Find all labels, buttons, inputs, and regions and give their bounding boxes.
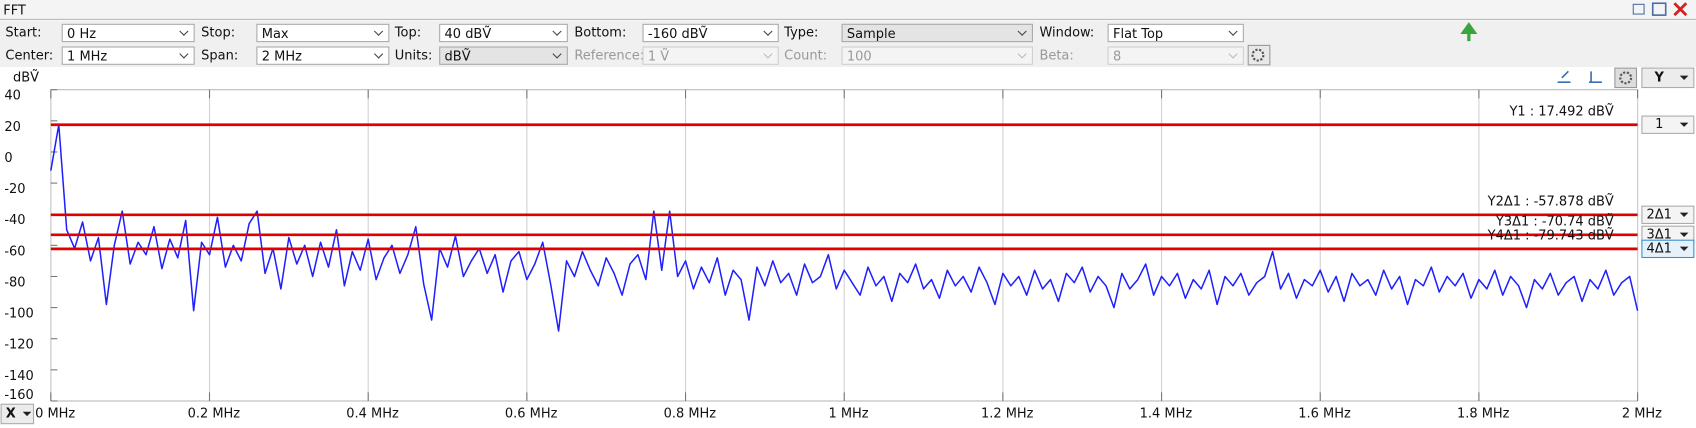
window-title: FFT — [3, 3, 26, 18]
x-tick-label: 0.2 MHz — [188, 406, 241, 421]
dropdown[interactable]: Max — [256, 23, 390, 43]
y-tick-label: -160 — [4, 388, 33, 403]
settings-icon[interactable] — [1619, 71, 1633, 85]
x-tick-label: 1.6 MHz — [1298, 406, 1351, 421]
dropdown[interactable]: -160 dBṼ — [642, 23, 779, 43]
field-label: Type: — [784, 24, 819, 40]
y-tick-label: -80 — [4, 275, 25, 290]
y-tick-label: -120 — [4, 338, 33, 353]
close-button[interactable] — [1673, 2, 1688, 17]
y-button[interactable] — [1641, 67, 1695, 89]
dropdown[interactable]: 40 dBṼ — [439, 23, 568, 43]
field-label: Center: — [5, 47, 54, 63]
x-button[interactable] — [0, 403, 35, 425]
title-bar — [0, 0, 1696, 20]
x-tick-label: 1 MHz — [828, 406, 868, 421]
x-tick-label: 1.2 MHz — [981, 406, 1034, 421]
cursor-button-label[interactable]: 1 — [1655, 117, 1663, 132]
fft-trace — [50, 123, 1639, 332]
x-tick-label: 0.6 MHz — [505, 406, 558, 421]
green-arrow[interactable] — [1460, 22, 1478, 42]
dropdown-arrow[interactable] — [1679, 75, 1689, 80]
y-button-label[interactable]: Y — [1654, 70, 1665, 85]
field-label: Bottom: — [574, 24, 627, 40]
cursor-label: Y1 : 17.492 dBṼ — [1508, 103, 1613, 119]
chart-tools[interactable] — [1557, 67, 1638, 89]
dropdown[interactable]: 0 Hz — [61, 23, 195, 43]
y-tick-label: -40 — [4, 213, 25, 228]
y-tick-label: 20 — [4, 120, 21, 135]
y-tick-label: -20 — [4, 182, 25, 197]
cursor-label: Y3Δ1 : -70.74 dBṼ — [1495, 213, 1614, 229]
cursor-button-label[interactable]: 2Δ1 — [1647, 207, 1672, 222]
x-tick-label: 0.8 MHz — [664, 406, 717, 421]
gear-icon[interactable] — [1251, 48, 1265, 62]
field-label: Beta: — [1039, 47, 1074, 63]
cursor-label: Y4Δ1 : -79.743 dBṼ — [1487, 227, 1614, 243]
field-label: Top: — [394, 24, 422, 40]
dropdown: 100 — [841, 46, 1033, 65]
y-axis-label: dBṼ — [13, 69, 39, 85]
dropdown-arrow[interactable] — [1679, 232, 1689, 237]
dropdown[interactable]: dBṼ — [439, 46, 568, 65]
dropdown: 8 — [1107, 46, 1244, 65]
y-tick-label: 0 — [4, 151, 12, 166]
tool-icon[interactable] — [1588, 71, 1602, 83]
dropdown-arrow[interactable] — [1679, 122, 1689, 127]
field-label: Stop: — [201, 24, 236, 40]
y-tick-label: -140 — [4, 369, 33, 384]
cursor-button[interactable] — [1641, 239, 1695, 259]
dropdown[interactable]: Sample — [841, 23, 1033, 43]
maximize-button[interactable] — [1651, 2, 1667, 16]
cursor-label: Y2Δ1 : -57.878 dBṼ — [1487, 193, 1614, 209]
dropdown[interactable]: Flat Top — [1107, 23, 1244, 43]
dropdown-arrow[interactable] — [1679, 212, 1689, 217]
settings-button[interactable] — [1614, 67, 1638, 89]
x-tick-label: 0.4 MHz — [346, 406, 399, 421]
dropdown[interactable]: 1 MHz — [61, 46, 195, 65]
cursor-button[interactable] — [1641, 115, 1695, 134]
field-label: Units: — [394, 47, 433, 63]
field-label: Span: — [201, 47, 239, 63]
x-tick-label: 1.4 MHz — [1140, 406, 1193, 421]
restore-button[interactable] — [1632, 3, 1645, 15]
x-tick-label: 0 MHz — [35, 406, 75, 421]
gear-button-frame[interactable] — [1247, 44, 1271, 66]
field-label: Reference: — [574, 47, 645, 63]
cursor-button-label[interactable]: 4Δ1 — [1647, 241, 1672, 256]
dropdown-arrow[interactable] — [22, 411, 32, 417]
x-tick-label: 1.8 MHz — [1457, 406, 1510, 421]
field-label: Count: — [784, 47, 828, 63]
x-tick-label: 2 MHz — [1622, 406, 1662, 421]
x-button-label[interactable]: X — [6, 406, 16, 421]
field-label: Start: — [5, 24, 42, 40]
y-tick-label: -60 — [4, 244, 25, 259]
dropdown-arrow[interactable] — [1679, 246, 1689, 252]
cursor-button[interactable] — [1641, 205, 1695, 225]
cursor-button-label[interactable]: 3Δ1 — [1647, 227, 1672, 242]
field-label: Window: — [1039, 24, 1095, 40]
gear-button[interactable] — [1247, 44, 1271, 66]
window-buttons[interactable] — [1632, 2, 1688, 17]
tool-icon[interactable] — [1557, 70, 1571, 83]
y-tick-label: -100 — [4, 307, 33, 322]
dropdown: 1 Ṽ — [642, 46, 779, 65]
dropdown[interactable]: 2 MHz — [256, 46, 390, 65]
y-tick-label: 40 — [4, 89, 21, 104]
